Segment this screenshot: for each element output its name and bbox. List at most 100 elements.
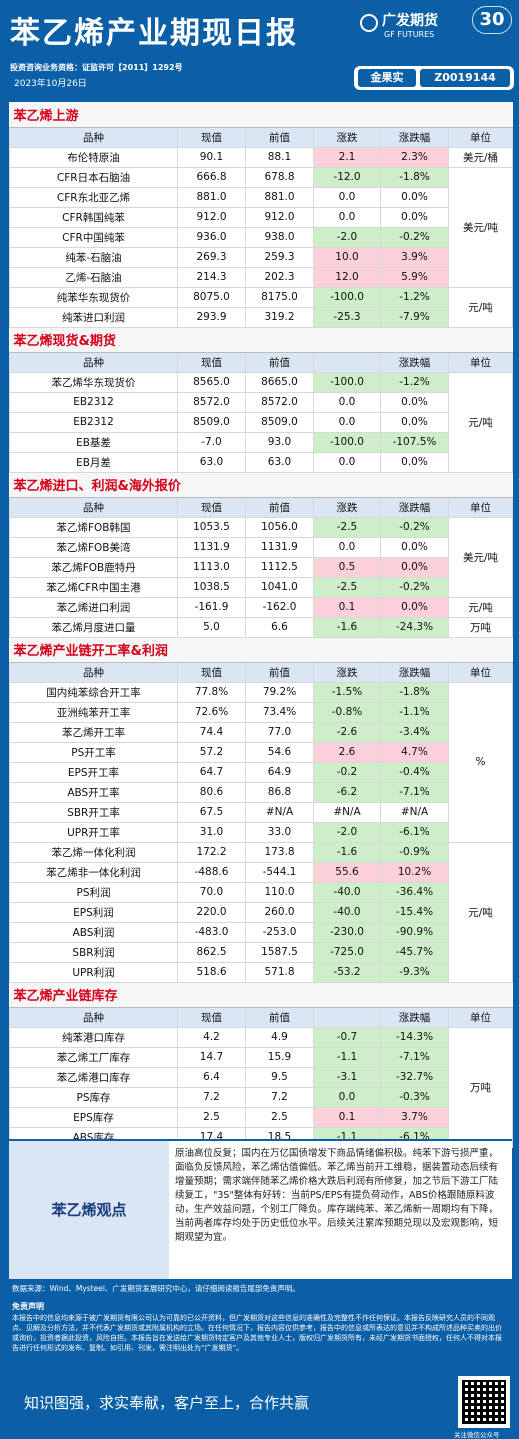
- cell-change-pct: -3.4%: [380, 721, 449, 743]
- cell-prev: 1131.9: [245, 536, 314, 558]
- cell-name: 苯乙烯开工率: [9, 721, 178, 743]
- cell-change-pct: -1.2%: [380, 286, 449, 308]
- cell-current: 1113.0: [177, 556, 246, 578]
- cell-name: 苯乙烯FOB韩国: [9, 516, 178, 538]
- cell-current: -483.0: [177, 921, 246, 943]
- anniversary-badge: 30: [472, 6, 512, 34]
- cell-change-pct: -1.8%: [380, 681, 449, 703]
- cell-name: CFR日本石脑油: [9, 166, 178, 188]
- cell-prev: 1587.5: [245, 941, 314, 963]
- cell-current: 666.8: [177, 166, 246, 188]
- cell-change: -2.6: [313, 721, 381, 743]
- cell-current: 7.2: [177, 1086, 246, 1108]
- cell-name: ABS利润: [9, 921, 178, 943]
- cell-name: PS库存: [9, 1086, 178, 1108]
- cell-name: PS开工率: [9, 741, 178, 763]
- cell-change-pct: -45.7%: [380, 941, 449, 963]
- cell-change: -230.0: [313, 921, 381, 943]
- cell-change-pct: 5.9%: [380, 266, 449, 288]
- table-row: PS开工率 57.2 54.6 2.6 4.7%: [9, 741, 513, 763]
- cell-prev: 77.0: [245, 721, 314, 743]
- cell-change-pct: 0.0%: [380, 391, 449, 413]
- table-row: EB月差 63.0 63.0 0.0 0.0%: [9, 451, 513, 473]
- cell-change-pct: -0.4%: [380, 761, 449, 783]
- table-row: 国内纯苯综合开工率 77.8% 79.2% -1.5% -1.8%%: [9, 681, 514, 843]
- cell-unit: 万吨: [447, 616, 514, 638]
- cell-prev: 64.9: [245, 761, 314, 783]
- cell-name: 纯苯进口利润: [9, 306, 178, 328]
- section-title: 苯乙烯进口、利润&海外报价: [9, 472, 513, 498]
- table-row: 布伦特原油 90.1 88.1 2.1 2.3% 美元/桶: [9, 146, 514, 168]
- cell-current: 67.5: [177, 801, 246, 823]
- cell-current: 1131.9: [177, 536, 246, 558]
- cell-prev: 259.3: [245, 246, 314, 268]
- column-header-variety: 品种: [9, 496, 178, 518]
- table-row: CFR韩国纯苯 912.0 912.0 0.0 0.0%: [9, 206, 513, 228]
- cell-name: 苯乙烯月度进口量: [9, 616, 178, 638]
- data-tables: 苯乙烯上游 品种 现值 前值 涨跌 涨跌幅 单位 布伦特原油 90.1 88.1 2.1 2.3% 美元…: [9, 102, 514, 1148]
- cell-unit: 美元/吨: [447, 516, 514, 598]
- cell-name: ABS开工率: [9, 781, 178, 803]
- table-row: 苯乙烯FOB美湾 1131.9 1131.9 0.0 0.0%: [9, 536, 513, 558]
- table-row: SBR利润 862.5 1587.5 -725.0 -45.7%: [9, 941, 513, 963]
- cell-change-pct: -0.2%: [380, 226, 449, 248]
- cell-unit: %: [447, 681, 514, 843]
- cell-change-pct: -1.8%: [380, 166, 449, 188]
- cell-current: 63.0: [177, 451, 246, 473]
- cell-change-pct: -6.1%: [380, 821, 449, 843]
- section-title-row: 苯乙烯进口、利润&海外报价: [9, 472, 513, 498]
- column-header-change_pct: 涨跌幅: [380, 351, 449, 373]
- cell-name: EB2312: [9, 411, 178, 433]
- table-row: ABS利润 -483.0 -253.0 -230.0 -90.9%: [9, 921, 513, 943]
- cell-name: CFR中国纯苯: [9, 226, 178, 248]
- cell-change: -100.0: [313, 431, 381, 453]
- cell-prev: 260.0: [245, 901, 314, 923]
- cell-change-pct: 10.2%: [380, 861, 449, 883]
- cell-name: 苯乙烯CFR中国主港: [9, 576, 178, 598]
- cell-current: 936.0: [177, 226, 246, 248]
- cell-change: -725.0: [313, 941, 381, 963]
- column-header-variety: 品种: [9, 661, 178, 683]
- qr-code[interactable]: [458, 1376, 510, 1428]
- cell-unit: 美元/吨: [447, 166, 514, 288]
- section-title: 苯乙烯现货&期货: [9, 327, 513, 353]
- cell-change-pct: -7.9%: [380, 306, 449, 328]
- cell-name: UPR利润: [9, 961, 178, 983]
- cell-change: -1.6: [313, 841, 381, 863]
- cell-change-pct: 4.7%: [380, 741, 449, 763]
- cell-prev: -162.0: [245, 596, 314, 618]
- column-header-current: 现值: [177, 351, 246, 373]
- cell-prev: 8665.0: [245, 371, 314, 393]
- cell-prev: 93.0: [245, 431, 314, 453]
- cell-name: EB2312: [9, 391, 178, 413]
- cell-change: -40.0: [313, 901, 381, 923]
- main-table: 苯乙烯上游 品种 现值 前值 涨跌 涨跌幅 单位 布伦特原油 90.1 88.1 2.1 2.3% 美元…: [9, 102, 514, 1148]
- cell-unit: 元/吨: [447, 371, 514, 473]
- cell-change: 2.1: [313, 146, 381, 168]
- cell-current: 214.3: [177, 266, 246, 288]
- cell-prev: 15.9: [245, 1046, 314, 1068]
- cell-change: -6.2: [313, 781, 381, 803]
- cell-change-pct: -14.3%: [380, 1026, 449, 1048]
- cell-change: 0.1: [313, 596, 381, 618]
- cell-change: -0.8%: [313, 701, 381, 723]
- header-row: 品种 现值 前值 涨跌幅 单位: [9, 351, 514, 373]
- cell-change-pct: -7.1%: [380, 781, 449, 803]
- cell-change-pct: -24.3%: [380, 616, 449, 638]
- cell-current: 8572.0: [177, 391, 246, 413]
- data-source: 数据来源：Wind、Mysteel、广发期货发展研究中心，请仔细阅读报告尾部免责…: [12, 1284, 300, 1293]
- cell-change: -2.0: [313, 821, 381, 843]
- cell-unit: 美元/桶: [447, 146, 514, 168]
- cell-change: 0.0: [313, 206, 381, 228]
- cell-change-pct: -36.4%: [380, 881, 449, 903]
- cell-current: 172.2: [177, 841, 246, 863]
- table-row: 苯乙烯月度进口量 5.0 6.6 -1.6 -24.3% 万吨: [9, 616, 514, 638]
- cell-prev: 1112.5: [245, 556, 314, 578]
- cell-prev: 881.0: [245, 186, 314, 208]
- column-header-change_pct: 涨跌幅: [380, 1006, 449, 1028]
- table-row: UPR利润 518.6 571.8 -53.2 -9.3%: [9, 961, 513, 983]
- cell-change-pct: 0.0%: [380, 536, 449, 558]
- cell-prev: 88.1: [245, 146, 314, 168]
- cell-current: 90.1: [177, 146, 246, 168]
- table-row: 苯乙烯华东现货价 8565.0 8665.0 -100.0 -1.2% 元/吨: [9, 371, 514, 473]
